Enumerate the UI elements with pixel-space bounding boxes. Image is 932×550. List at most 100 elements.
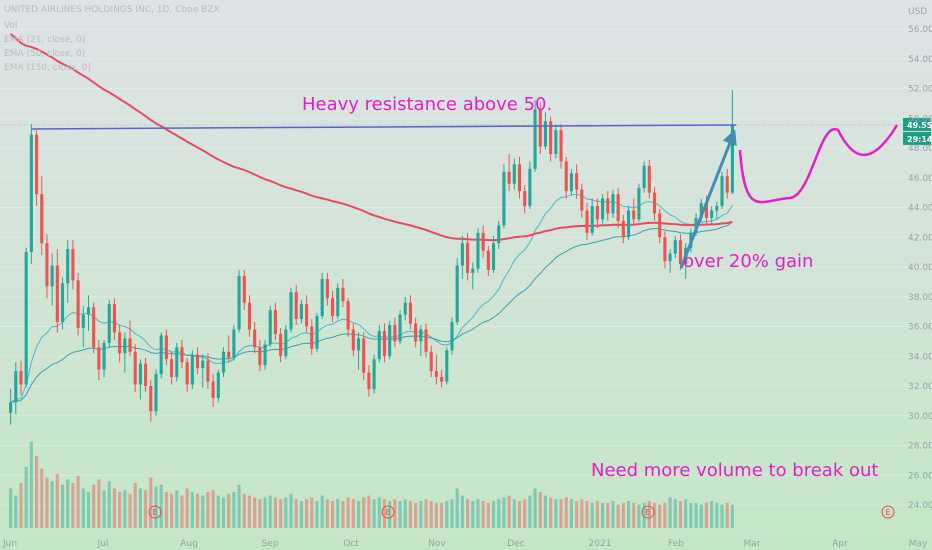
candle-body	[92, 307, 96, 348]
volume-bar	[684, 499, 688, 528]
candle-body	[185, 362, 189, 385]
volume-bar	[491, 501, 496, 528]
volume-bar	[543, 495, 548, 528]
volume-bar	[434, 502, 438, 528]
volume-bar	[180, 495, 184, 528]
y-tick-label: 54.00	[908, 55, 932, 65]
volume-bar	[29, 441, 33, 528]
volume-bar	[190, 492, 194, 528]
last-price-tag	[903, 117, 931, 131]
candle-body	[663, 237, 667, 262]
y-tick-label: 26.00	[908, 471, 932, 481]
axis-layer: 56.00 54.00 52.00 50.00 48.00 46.00 44.00 42.00…	[2, 25, 932, 549]
volume-bar	[81, 488, 85, 528]
volume-bar	[642, 502, 646, 528]
candle-layer	[9, 89, 734, 425]
legend-ema-150: EMA (150, close, 0)	[4, 63, 91, 73]
volume-bar	[710, 501, 714, 528]
volume-bar	[227, 493, 231, 528]
volume-bar	[538, 492, 542, 528]
candle-body	[253, 329, 257, 348]
volume-bar	[673, 499, 677, 528]
volume-bar	[138, 488, 142, 528]
candle-body	[356, 338, 361, 351]
candle-body	[559, 130, 563, 162]
candle-body	[14, 371, 18, 403]
projected-price-path	[738, 124, 899, 204]
candle-body	[325, 278, 329, 299]
candle-body	[351, 329, 355, 351]
candle-body	[367, 372, 371, 389]
volume-bar	[575, 501, 579, 528]
volume-bar	[258, 499, 262, 528]
countdown-tag	[903, 131, 931, 145]
candle-body	[258, 347, 262, 366]
ema-150-line	[9, 33, 733, 242]
volume-bar	[305, 499, 309, 528]
candle-body	[180, 347, 184, 363]
volume-bar	[253, 497, 257, 528]
candle-body	[123, 338, 127, 354]
earnings-marker-label: E	[885, 508, 890, 517]
candle-body	[221, 351, 226, 373]
x-tick-label: May	[909, 539, 928, 549]
candle-body	[419, 329, 423, 342]
y-tick-label: 40.00	[908, 263, 932, 273]
y-tick-label: 34.00	[908, 352, 932, 362]
y-tick-label: 44.00	[908, 204, 932, 214]
candle-body	[279, 333, 283, 357]
candle-body	[694, 217, 698, 233]
candle-body	[216, 372, 220, 398]
candle-body	[66, 249, 70, 284]
y-tick-label: 50.00	[908, 114, 932, 124]
symbol-title: UNITED AIRLINES HOLDINGS INC, 1D, Cboe B…	[4, 5, 220, 15]
y-tick-label: 28.00	[908, 442, 932, 452]
volume-bar	[45, 477, 49, 528]
volume-bar	[481, 501, 485, 528]
x-tick-label: Apr	[832, 539, 848, 549]
volume-bar	[637, 504, 641, 528]
volume-bar	[725, 502, 729, 528]
volume-bar	[159, 484, 163, 528]
volume-bar	[289, 493, 293, 528]
candle-body	[190, 354, 194, 385]
y-tick-label: 48.00	[908, 144, 932, 154]
volume-bar	[336, 499, 340, 528]
x-tick-label: Oct	[343, 539, 359, 549]
volume-bar	[414, 502, 418, 528]
candle-body	[107, 304, 111, 343]
volume-bar	[315, 501, 319, 528]
volume-bar	[164, 492, 168, 528]
volume-bar	[284, 497, 288, 528]
candle-body	[637, 188, 641, 220]
candle-body	[414, 323, 418, 342]
volume-bar	[185, 488, 189, 528]
candle-body	[81, 314, 85, 328]
volume-bar	[658, 504, 662, 528]
x-tick-label: Dec	[507, 539, 524, 549]
candle-body	[320, 278, 324, 317]
volume-bar	[466, 499, 470, 528]
volume-bar	[601, 502, 605, 528]
candle-body	[97, 347, 101, 370]
candle-body	[434, 371, 438, 378]
x-tick-label: Sep	[262, 539, 279, 549]
volume-bar	[14, 495, 18, 528]
candle-body	[346, 301, 350, 330]
candle-body	[668, 253, 672, 262]
candle-body	[575, 173, 579, 190]
candle-body	[372, 359, 376, 389]
volume-bar	[367, 495, 371, 528]
volume-bar	[715, 502, 719, 528]
candle-body	[507, 171, 511, 184]
volume-bar	[211, 490, 215, 528]
volume-bar	[112, 488, 117, 528]
candle-body	[710, 210, 714, 218]
candle-body	[460, 243, 464, 266]
x-tick-label: Jul	[97, 539, 109, 549]
candle-body	[580, 189, 584, 211]
volume-bar	[221, 497, 226, 528]
volume-bar	[398, 501, 402, 528]
candle-body	[471, 268, 475, 273]
